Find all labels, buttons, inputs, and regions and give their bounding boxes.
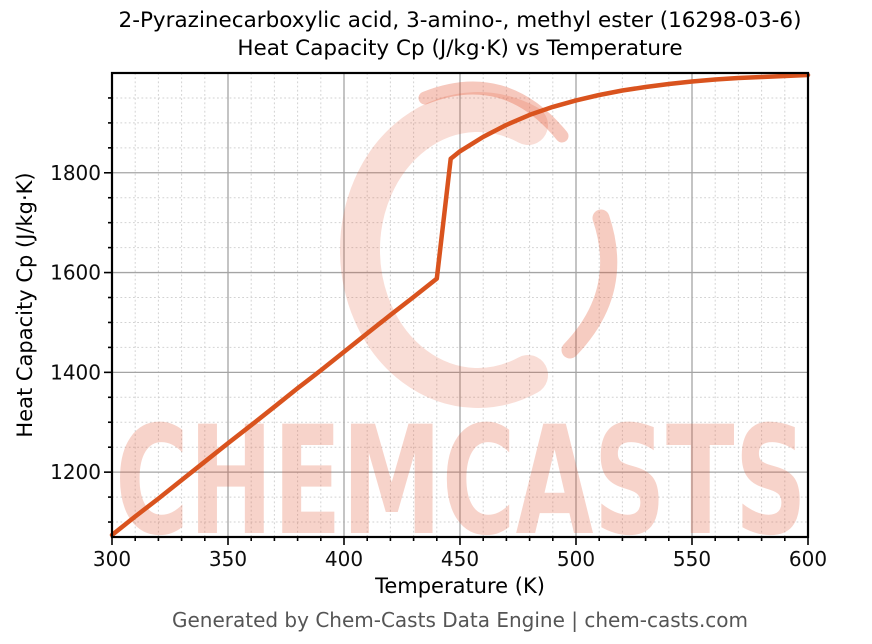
chart-title-line2: Heat Capacity Cp (J/kg·K) vs Temperature [237, 36, 683, 61]
y-tick-labels: 1200 1400 1600 1800 [50, 161, 101, 484]
chart-title: 2-Pyrazinecarboxylic acid, 3-amino-, met… [112, 7, 808, 63]
watermark-c-accent-top-icon [418, 81, 569, 143]
watermark-logo: CHEMCASTS [115, 81, 807, 569]
footer-credit: Generated by Chem-Casts Data Engine | ch… [171, 608, 749, 632]
watermark-c-swoosh-icon [339, 92, 548, 408]
x-axis-label: Temperature (K) [374, 574, 545, 598]
y-tick-label: 1600 [50, 261, 101, 285]
cp-curve [109, 72, 811, 538]
x-tick-label: 550 [673, 547, 711, 571]
y-tick-label: 1800 [50, 161, 101, 185]
x-tick-label: 450 [441, 547, 479, 571]
grid-major-layer [112, 73, 808, 537]
x-tick-labels: 300 350 400 450 500 550 600 [93, 547, 827, 571]
y-tick-label: 1400 [50, 360, 101, 384]
x-tick-label: 600 [789, 547, 827, 571]
watermark-c-accent-right-icon [561, 209, 618, 359]
curve-layer [109, 72, 811, 538]
y-tick-label: 1200 [50, 460, 101, 484]
y-axis-label: Heat Capacity Cp (J/kg·K) [13, 172, 37, 437]
watermark-text: CHEMCASTS [115, 395, 807, 569]
ticks-layer [104, 97, 809, 545]
chart-title-line1: 2-Pyrazinecarboxylic acid, 3-amino-, met… [118, 8, 802, 33]
x-tick-label: 500 [557, 547, 595, 571]
x-tick-label: 300 [93, 547, 131, 571]
x-tick-label: 350 [209, 547, 247, 571]
x-tick-label: 400 [325, 547, 363, 571]
